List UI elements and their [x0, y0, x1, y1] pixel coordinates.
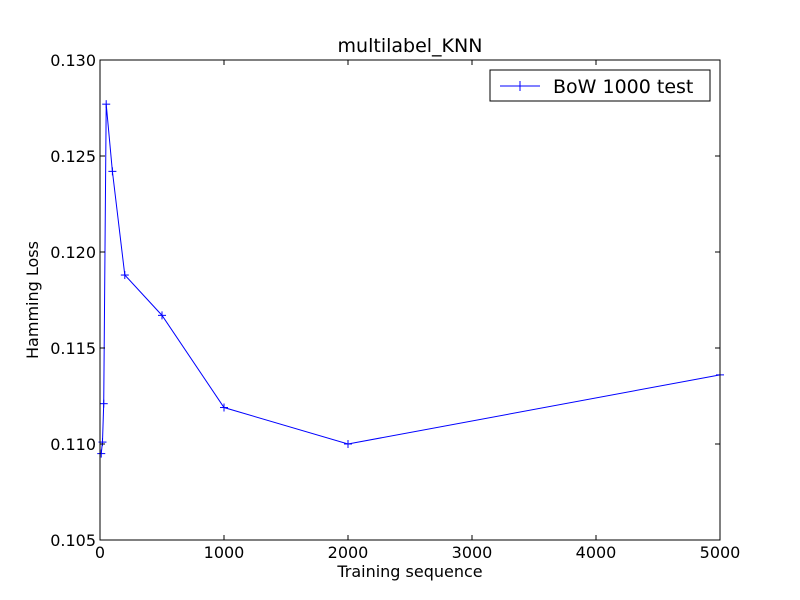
series-line-0 — [100, 104, 721, 454]
data-point — [97, 449, 106, 458]
data-point — [99, 399, 108, 408]
x-tick-label: 1000 — [204, 543, 245, 562]
data-point — [102, 100, 111, 109]
data-point — [108, 167, 117, 176]
y-tick-label: 0.125 — [50, 147, 96, 166]
legend-label: BoW 1000 test — [553, 76, 693, 98]
y-axis-label: Hamming Loss — [23, 241, 42, 359]
chart-title: multilabel_KNN — [338, 35, 483, 57]
ticks-layer: 0 1000 2000 3000 4000 5000 0.105 0.110 0.115 0.12… — [50, 51, 740, 562]
x-tick-label: 4000 — [576, 543, 617, 562]
y-tick-label: 0.130 — [50, 51, 96, 70]
x-tick-label: 3000 — [452, 543, 493, 562]
x-tick-label: 2000 — [328, 543, 369, 562]
x-axis-label: Training sequence — [336, 562, 482, 581]
y-tick-label: 0.110 — [50, 435, 96, 454]
legend: BoW 1000 test — [489, 69, 711, 102]
plot-area — [100, 60, 720, 540]
y-tick-label: 0.115 — [50, 339, 96, 358]
plot-frame — [99, 59, 721, 541]
x-tick-label: 0 — [95, 543, 105, 562]
data-point — [344, 440, 352, 448]
series-layer — [97, 100, 724, 458]
data-point — [158, 311, 166, 320]
x-tick-label: 5000 — [700, 543, 741, 562]
y-tick-label: 0.120 — [50, 243, 96, 262]
data-point — [220, 403, 228, 412]
data-point — [120, 271, 129, 280]
y-tick-label: 0.105 — [50, 531, 96, 550]
